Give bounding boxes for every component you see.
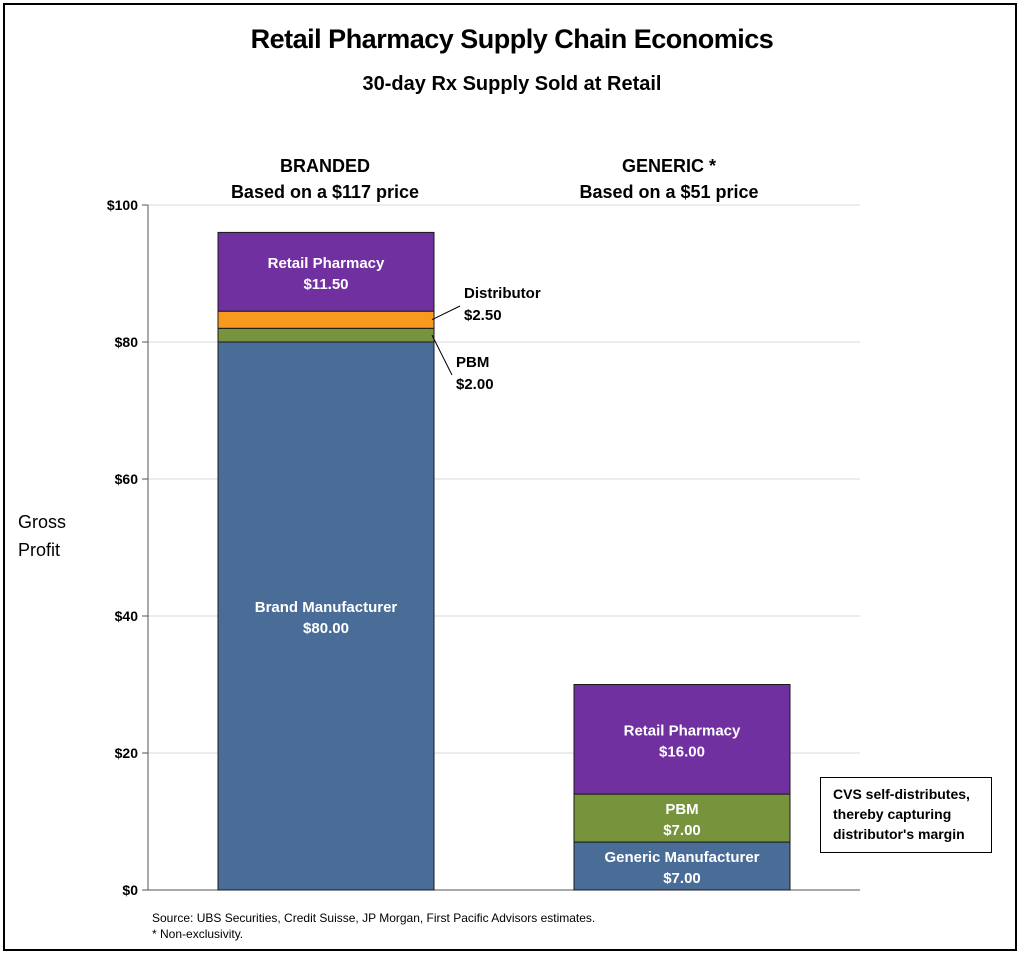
segment-value-label: $16.00 (659, 743, 705, 760)
y-tick-label: $0 (122, 882, 138, 898)
annotation-box: CVS self-distributes, thereby capturing … (820, 777, 992, 853)
generic-subheading: Based on a $51 price (579, 182, 759, 202)
segment-value-label: $11.50 (303, 276, 348, 293)
annotation-line-2: thereby capturing (833, 806, 952, 822)
generic-generic-manufacturer-segment (573, 841, 791, 891)
segment-name-label: Brand Manufacturer (255, 599, 398, 616)
segment-name-label: PBM (665, 801, 698, 818)
branded-subheading: Based on a $117 price (230, 182, 420, 202)
segment-name-label: Retail Pharmacy (624, 722, 741, 739)
chart-subtitle: 30-day Rx Supply Sold at Retail (362, 73, 662, 95)
branded-pbm-segment (217, 327, 435, 343)
callout-value-label: $2.00 (456, 376, 494, 393)
callout-value-label: $2.50 (464, 307, 502, 324)
callout-name-label: Distributor (464, 285, 541, 302)
source-text: Source: UBS Securities, Credit Suisse, J… (152, 911, 596, 925)
branded-brand-manufacturer-segment (217, 341, 435, 891)
y-tick-label: $40 (115, 608, 139, 624)
segment-name-label: Retail Pharmacy (268, 255, 385, 272)
chart-title: Retail Pharmacy Supply Chain Economics (250, 24, 774, 54)
annotation-line-1: CVS self-distributes, (833, 786, 970, 802)
y-tick-label: $80 (115, 334, 139, 350)
branded-retail-pharmacy-segment (217, 231, 435, 312)
segment-name-label: Generic Manufacturer (604, 849, 759, 866)
generic-retail-pharmacy-segment (573, 684, 791, 795)
annotation-line-3: distributor's margin (833, 826, 965, 842)
y-axis-label: Gross Profit (18, 508, 66, 564)
y-tick-label: $100 (107, 197, 138, 213)
generic-heading: GENERIC * (621, 156, 717, 176)
y-tick-label: $20 (115, 745, 139, 761)
segment-value-label: $7.00 (663, 822, 701, 839)
callout-leader-line (431, 305, 461, 321)
y-axis-label-text: Gross Profit (18, 512, 67, 560)
footnote-text: * Non-exclusivity. (152, 927, 244, 941)
callout-leader-line (431, 334, 453, 376)
branded-heading: BRANDED (280, 156, 370, 176)
callout-name-label: PBM (456, 354, 489, 371)
y-tick-label: $60 (115, 471, 139, 487)
segment-value-label: $80.00 (303, 620, 349, 637)
branded-header: BRANDED Based on a $117 price (216, 153, 434, 205)
segment-value-label: $7.00 (663, 870, 701, 887)
source-note: Source: UBS Securities, Credit Suisse, J… (152, 910, 595, 942)
generic-header: GENERIC * Based on a $51 price (560, 153, 778, 205)
branded-distributor-segment (217, 310, 435, 329)
